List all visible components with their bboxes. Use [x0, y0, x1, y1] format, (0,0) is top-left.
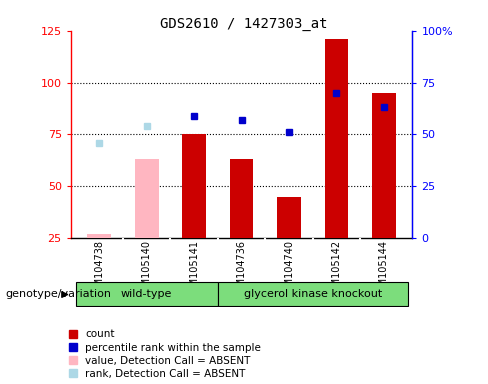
Bar — [230, 159, 253, 238]
Bar — [325, 39, 348, 238]
Bar — [182, 134, 206, 238]
Bar — [218, 282, 407, 306]
Bar — [277, 197, 301, 238]
Text: GSM104736: GSM104736 — [237, 240, 246, 299]
Text: wild-type: wild-type — [121, 289, 172, 299]
Bar — [135, 159, 159, 238]
Text: GDS2610 / 1427303_at: GDS2610 / 1427303_at — [160, 17, 328, 31]
Text: GSM105141: GSM105141 — [189, 240, 199, 299]
Text: GSM104738: GSM104738 — [94, 240, 104, 299]
Text: GSM105144: GSM105144 — [379, 240, 389, 299]
Text: genotype/variation: genotype/variation — [5, 289, 111, 299]
Text: glycerol kinase knockout: glycerol kinase knockout — [244, 289, 382, 299]
Legend: count, percentile rank within the sample, value, Detection Call = ABSENT, rank, : count, percentile rank within the sample… — [69, 329, 261, 379]
Bar — [372, 93, 396, 238]
Bar — [87, 234, 111, 238]
Text: GSM105142: GSM105142 — [331, 240, 342, 299]
Bar — [76, 282, 218, 306]
Text: GSM105140: GSM105140 — [142, 240, 152, 299]
Text: GSM104740: GSM104740 — [284, 240, 294, 299]
